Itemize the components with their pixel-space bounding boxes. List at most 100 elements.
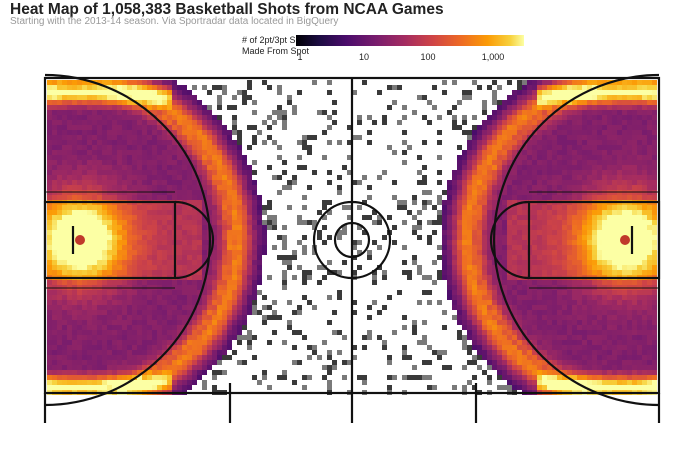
heatmap-cell [562, 170, 567, 175]
heatmap-cell [267, 215, 272, 220]
heatmap-cell [477, 85, 482, 90]
heatmap-cell [537, 385, 542, 390]
heatmap-cell [287, 95, 292, 100]
heatmap-cell [102, 345, 107, 350]
heatmap-cell [232, 220, 237, 225]
heatmap-cell [572, 230, 577, 235]
heatmap-cell [97, 150, 102, 155]
heatmap-cell [452, 195, 457, 200]
heatmap-cell [262, 305, 267, 310]
heatmap-cell [197, 370, 202, 375]
heatmap-cell [427, 100, 432, 105]
heatmap-cell [152, 300, 157, 305]
heatmap-cell [587, 305, 592, 310]
heatmap-cell [472, 285, 477, 290]
heatmap-cell [282, 340, 287, 345]
heatmap-cell [217, 335, 222, 340]
heatmap-cell [552, 320, 557, 325]
heatmap-cell [232, 120, 237, 125]
heatmap-cell [557, 220, 562, 225]
heatmap-cell [87, 305, 92, 310]
heatmap-cell [602, 335, 607, 340]
heatmap-cell [82, 315, 87, 320]
heatmap-cell [177, 120, 182, 125]
heatmap-cell [497, 245, 502, 250]
heatmap-cell [117, 280, 122, 285]
heatmap-cell [157, 160, 162, 165]
heatmap-cell [77, 225, 82, 230]
heatmap-cell [552, 335, 557, 340]
heatmap-cell [122, 225, 127, 230]
heatmap-cell [92, 130, 97, 135]
heatmap-cell [57, 195, 62, 200]
heatmap-cell [472, 320, 477, 325]
heatmap-cell [82, 130, 87, 135]
heatmap-cell [187, 220, 192, 225]
heatmap-cell [547, 385, 552, 390]
heatmap-cell [167, 225, 172, 230]
heatmap-cell [52, 110, 57, 115]
heatmap-cell [77, 145, 82, 150]
heatmap-cell [252, 240, 257, 245]
heatmap-cell [142, 220, 147, 225]
heatmap-cell [97, 290, 102, 295]
heatmap-cell [517, 220, 522, 225]
heatmap-cell [67, 315, 72, 320]
heatmap-cell [52, 260, 57, 265]
heatmap-cell [527, 330, 532, 335]
heatmap-cell [112, 80, 117, 85]
heatmap-cell [182, 320, 187, 325]
heatmap-cell [92, 310, 97, 315]
heatmap-cell [612, 240, 617, 245]
heatmap-cell [252, 200, 257, 205]
heatmap-cell [252, 235, 257, 240]
heatmap-cell [457, 170, 462, 175]
heatmap-cell [442, 220, 447, 225]
heatmap-cell [62, 305, 67, 310]
heatmap-cell [517, 300, 522, 305]
heatmap-cell [482, 250, 487, 255]
heatmap-cell [197, 145, 202, 150]
heatmap-cell [442, 365, 447, 370]
heatmap-cell [162, 305, 167, 310]
heatmap-cell [217, 325, 222, 330]
heatmap-cell [97, 345, 102, 350]
heatmap-cell [62, 225, 67, 230]
heatmap-cell [192, 105, 197, 110]
heatmap-cell [102, 155, 107, 160]
heatmap-cell [522, 245, 527, 250]
heatmap-cell [57, 110, 62, 115]
heatmap-cell [517, 355, 522, 360]
heatmap-cell [137, 220, 142, 225]
heatmap-cell [552, 105, 557, 110]
heatmap-cell [242, 170, 247, 175]
heatmap-cell [137, 195, 142, 200]
heatmap-cell [157, 185, 162, 190]
heatmap-cell [182, 225, 187, 230]
heatmap-cell [152, 270, 157, 275]
heatmap-cell [197, 135, 202, 140]
heatmap-cell [477, 285, 482, 290]
heatmap-cell [427, 190, 432, 195]
heatmap-cell [147, 290, 152, 295]
heatmap-cell [482, 265, 487, 270]
heatmap-cell [547, 120, 552, 125]
heatmap-cell [132, 325, 137, 330]
heatmap-cell [247, 180, 252, 185]
heatmap-cell [612, 160, 617, 165]
heatmap-cell [302, 375, 307, 380]
heatmap-cell [497, 105, 502, 110]
heatmap-cell [202, 340, 207, 345]
heatmap-cell [227, 250, 232, 255]
heatmap-cell [607, 355, 612, 360]
heatmap-cell [117, 135, 122, 140]
heatmap-cell [232, 95, 237, 100]
heatmap-cell [232, 310, 237, 315]
heatmap-cell [107, 185, 112, 190]
heatmap-cell [132, 355, 137, 360]
heatmap-cell [67, 375, 72, 380]
heatmap-cell [252, 265, 257, 270]
heatmap-cell [227, 230, 232, 235]
heatmap-cell [222, 265, 227, 270]
heatmap-cell [572, 300, 577, 305]
